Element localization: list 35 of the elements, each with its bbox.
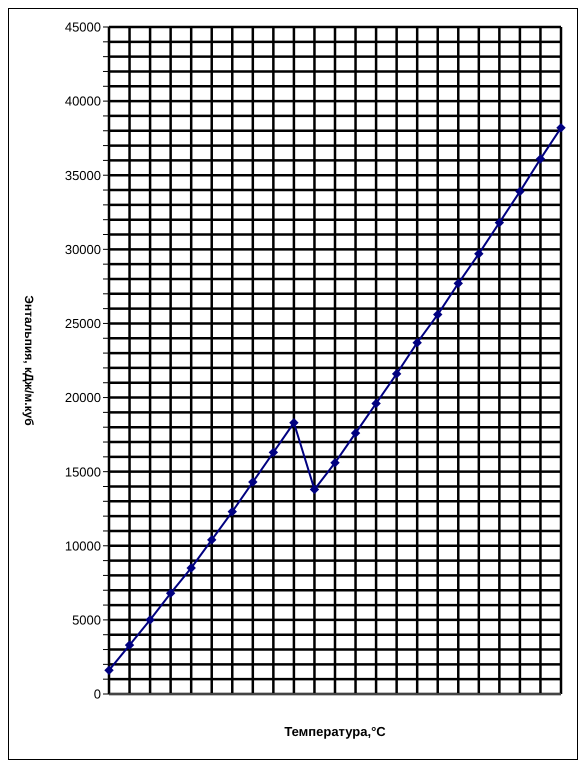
point [433, 310, 442, 320]
point [268, 448, 278, 457]
point [104, 666, 114, 675]
point [454, 278, 463, 288]
x-axis-title: Температура,°C [284, 724, 386, 739]
point [515, 187, 524, 196]
point [146, 615, 155, 624]
point [412, 338, 422, 348]
point [494, 218, 504, 228]
point [228, 507, 237, 516]
y-tick-label: 15000 [64, 464, 101, 480]
y-tick-label: 10000 [64, 538, 101, 554]
y-tick-label: 5000 [72, 612, 101, 628]
point [351, 428, 360, 438]
y-tick-label: 20000 [64, 390, 101, 406]
point [289, 418, 298, 428]
point [248, 478, 258, 487]
y-tick-label: 30000 [64, 242, 101, 257]
y-tick-label: 40000 [64, 94, 101, 109]
point [536, 154, 545, 164]
point [207, 535, 216, 544]
point [372, 398, 381, 408]
y-tick-label: 35000 [64, 168, 101, 183]
point [186, 564, 196, 573]
point [166, 588, 176, 598]
point [125, 640, 134, 650]
point [310, 484, 319, 494]
y-axis-title: Энтальпия, кДж/м.куб [22, 295, 36, 426]
y-tick-label: 0 [94, 686, 101, 702]
y-tick-label: 25000 [64, 316, 101, 332]
point [474, 249, 484, 258]
point [556, 123, 566, 132]
y-tick-label: 45000 [64, 20, 101, 35]
point [392, 369, 402, 378]
point [330, 458, 340, 468]
